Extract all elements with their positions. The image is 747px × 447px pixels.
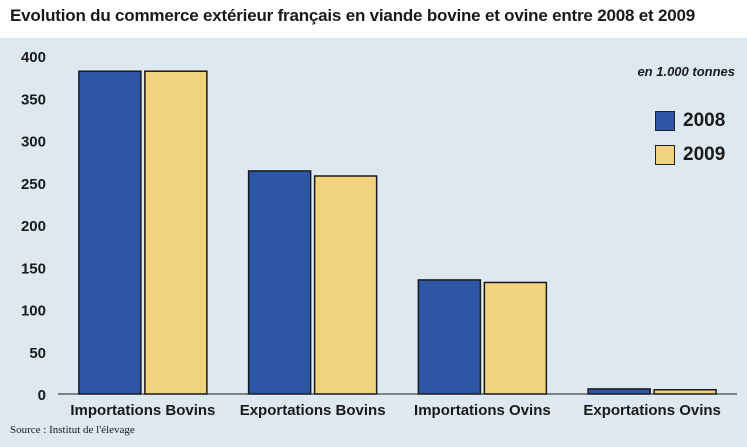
x-axis: Importations Bovins Exportations Bovins Im… (70, 402, 721, 419)
bar-2008-2 (247, 170, 312, 395)
y-tick-label: 300 (21, 134, 46, 151)
bar-2008-4 (587, 388, 651, 395)
bar-2008-1 (78, 70, 142, 395)
bar-2009-3 (483, 281, 548, 395)
legend: 2008 2009 (655, 108, 725, 176)
source-note: Source : Institut de l'élevage (10, 424, 135, 436)
bar-2009-1 (144, 70, 208, 395)
y-axis: 0 50 100 150 200 250 300 350 400 (21, 49, 46, 404)
y-tick-label: 0 (38, 387, 46, 404)
x-tick-label: Importations Ovins (414, 402, 551, 419)
bar-2009-2 (313, 175, 378, 395)
legend-item-2009: 2009 (655, 142, 725, 168)
y-tick-label: 200 (21, 218, 46, 235)
legend-swatch-2008 (655, 111, 675, 131)
y-tick-label: 250 (21, 176, 46, 193)
y-tick-label: 350 (21, 91, 46, 108)
legend-label-2009: 2009 (683, 144, 726, 165)
legend-item-2008: 2008 (655, 108, 725, 134)
bars (58, 70, 737, 395)
legend-swatch-2009 (655, 145, 675, 165)
x-tick-label: Exportations Ovins (583, 402, 721, 419)
x-tick-label: Importations Bovins (70, 402, 215, 419)
y-tick-label: 100 (21, 303, 46, 320)
bar-2009-4 (653, 389, 717, 395)
unit-label: en 1.000 tonnes (637, 64, 735, 79)
y-tick-label: 400 (21, 49, 46, 66)
legend-label-2008: 2008 (683, 110, 726, 131)
x-tick-label: Exportations Bovins (240, 402, 386, 419)
y-tick-label: 50 (29, 345, 46, 362)
y-tick-label: 150 (21, 260, 46, 277)
bar-2008-3 (417, 279, 482, 395)
chart-title: Evolution du commerce extérieur français… (10, 6, 695, 25)
